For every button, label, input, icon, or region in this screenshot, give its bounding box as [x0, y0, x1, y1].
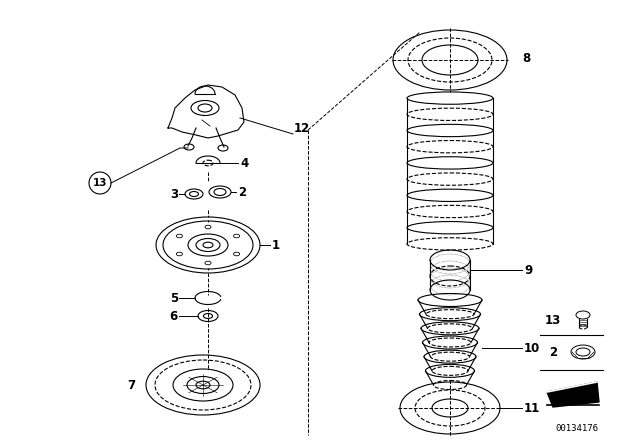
Text: 9: 9 [524, 263, 532, 276]
Text: 2: 2 [549, 345, 557, 358]
Text: 3: 3 [170, 188, 178, 201]
Text: 11: 11 [524, 401, 540, 414]
Text: 13: 13 [545, 314, 561, 327]
Text: 6: 6 [170, 310, 178, 323]
Text: 00134176: 00134176 [556, 423, 598, 432]
Text: 1: 1 [272, 238, 280, 251]
Text: 10: 10 [524, 341, 540, 354]
Text: 8: 8 [522, 52, 531, 65]
Text: 12: 12 [294, 121, 310, 134]
Text: 13: 13 [93, 178, 108, 188]
Text: 2: 2 [238, 185, 246, 198]
Polygon shape [547, 382, 599, 407]
Text: 5: 5 [170, 292, 178, 305]
Text: 7: 7 [127, 379, 135, 392]
Text: 4: 4 [240, 156, 248, 169]
